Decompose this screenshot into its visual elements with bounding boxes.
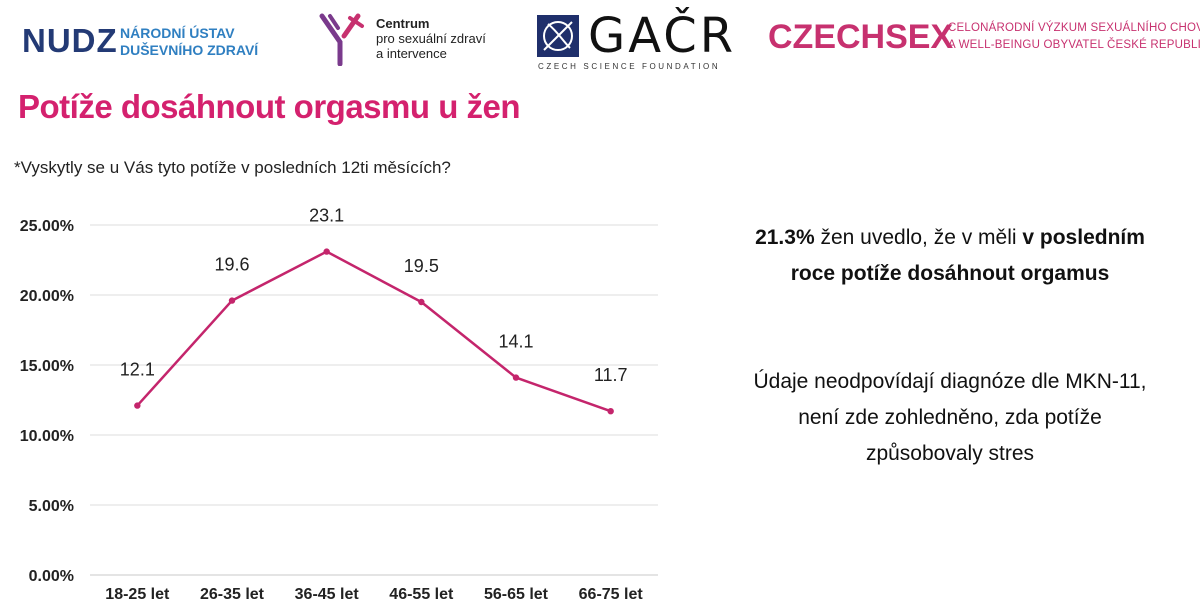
czechsex-logo-word: CZECHSEX <box>768 18 954 56</box>
series-line <box>136 250 612 413</box>
czechsex-logo-line2: A WELL-BEINGU OBYVATEL ČESKÉ REPUBLIKY <box>948 39 1200 51</box>
y-tick-label: 0.00% <box>29 568 74 585</box>
x-tick-label: 46-55 let <box>389 586 454 603</box>
info-summary-text: žen uvedlo, že v měli <box>814 226 1023 249</box>
data-label: 11.7 <box>594 365 628 385</box>
data-point <box>512 374 520 381</box>
data-label: 14.1 <box>498 332 533 352</box>
data-label: 12.1 <box>120 360 155 380</box>
info-summary-bold: v posledním roce potíže dosáhnout orgamu… <box>790 226 1145 285</box>
gacr-logo-subtitle: CZECH SCIENCE FOUNDATION <box>538 62 721 71</box>
gacr-logo: GAČR CZECH SCIENCE FOUNDATION <box>536 8 740 74</box>
logo-bar: NUDZ NÁRODNÍ ÚSTAV DUŠEVNÍHO ZDRAVÍ Cent… <box>0 0 1200 80</box>
data-point <box>134 402 141 409</box>
y-tick-label: 20.00% <box>20 288 74 305</box>
x-tick-label: 36-45 let <box>295 586 360 603</box>
page-title: Potíže dosáhnout orgasmu u žen <box>18 88 521 125</box>
nudz-logo-line2: DUŠEVNÍHO ZDRAVÍ <box>120 42 259 58</box>
nudz-logo-line1: NÁRODNÍ ÚSTAV <box>120 25 235 41</box>
info-summary: 21.3% žen uvedlo, že v měli v posledním … <box>740 220 1160 292</box>
gacr-emblem-icon <box>537 15 579 57</box>
x-tick-label: 56-65 let <box>484 586 549 603</box>
x-tick-label: 66-75 let <box>579 586 644 603</box>
x-tick-label: 26-35 let <box>200 586 265 603</box>
centrum-logo-line1: Centrum <box>376 16 430 31</box>
nudz-logo: NUDZ NÁRODNÍ ÚSTAV DUŠEVNÍHO ZDRAVÍ <box>22 14 262 62</box>
info-note: Údaje neodpovídají diagnóze dle MKN-11, … <box>753 370 1147 465</box>
page-subtitle: *Vyskytly se u Vás tyto potíže v posledn… <box>14 158 451 177</box>
data-point <box>323 248 330 255</box>
y-tick-label: 25.00% <box>20 218 74 235</box>
data-point <box>228 297 236 304</box>
x-tick-label: 18-25 let <box>105 586 170 603</box>
czechsex-logo-line1: CELONÁRODNÍ VÝZKUM SEXUÁLNÍHO CHOVÁNÍ <box>948 22 1200 34</box>
y-tick-label: 5.00% <box>29 498 74 515</box>
data-point <box>418 298 425 306</box>
data-label: 19.6 <box>214 255 249 275</box>
czechsex-logo: CZECHSEX CELONÁRODNÍ VÝZKUM SEXUÁLNÍHO C… <box>768 16 1200 60</box>
line-chart: 0.00% 5.00% 10.00% 15.00% 20.00% 25.00% 18-25 … <box>20 206 658 603</box>
y-tick-label: 10.00% <box>20 428 74 445</box>
y-tick-label: 15.00% <box>20 358 74 375</box>
data-label: 19.5 <box>404 256 439 276</box>
data-point <box>607 408 614 415</box>
centrum-logo-mark-icon <box>319 13 364 67</box>
nudz-logo-mark: NUDZ <box>22 22 118 59</box>
data-label: 23.1 <box>309 206 344 226</box>
centrum-logo: Centrum pro sexuální zdraví a intervence <box>318 12 528 67</box>
info-summary-value: 21.3% <box>755 226 815 249</box>
centrum-logo-line3: a intervence <box>376 46 447 61</box>
gacr-logo-word: GAČR <box>588 8 737 64</box>
centrum-logo-line2: pro sexuální zdraví <box>376 31 486 46</box>
